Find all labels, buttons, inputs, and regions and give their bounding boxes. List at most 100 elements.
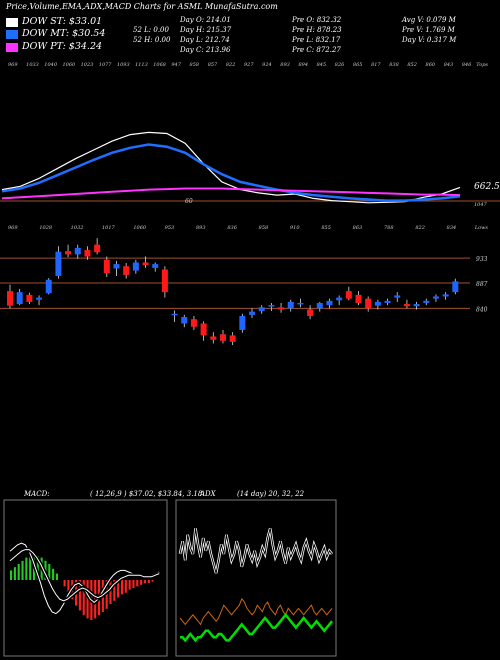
macd-histogram-bar: [52, 568, 55, 580]
macd-histogram-bar: [140, 580, 143, 585]
candle: [365, 296, 372, 312]
ema-top-label: 826: [335, 62, 345, 68]
macd-histogram-bar: [143, 580, 146, 584]
candle: [336, 295, 343, 306]
candle-body: [74, 247, 81, 255]
ema-top-label: 838: [389, 62, 399, 68]
stat-day-low: Day L: 212.74: [180, 36, 230, 44]
candle-body: [355, 294, 362, 303]
adx-params: (14 day) 20, 32, 22: [237, 490, 305, 498]
candle: [423, 298, 430, 306]
ema-bottom-label: 60: [185, 198, 193, 205]
candle-body: [336, 297, 343, 301]
macd-signal-line: [9, 549, 160, 602]
candle: [239, 313, 246, 333]
macd-histogram-bar: [78, 580, 81, 611]
candle-body: [132, 262, 139, 271]
ema-top-label: 924: [262, 62, 272, 68]
price-level-label: 887: [476, 281, 488, 288]
candle: [36, 295, 43, 306]
candle: [142, 256, 149, 268]
stat-day-high: Day H: 215.37: [180, 26, 232, 34]
ema-line-pt: [1, 187, 461, 200]
adx-plus-di-line: [179, 528, 333, 574]
ema-line-st: [1, 131, 461, 204]
candle-body: [374, 301, 381, 306]
candle-top-label: 822: [415, 225, 425, 231]
candle: [190, 315, 197, 330]
candle: [113, 260, 120, 276]
candle: [65, 244, 72, 258]
candle-body: [171, 313, 178, 316]
macd-histogram-bar: [21, 560, 24, 580]
macd-histogram-bar: [82, 580, 85, 616]
candle-body: [326, 300, 333, 306]
candle: [316, 301, 323, 312]
ema-top-label: 852: [407, 62, 417, 68]
macd-params: ( 12,26,9 ) $37.02, $33.84, 3.18: [90, 490, 203, 498]
legend-swatch-pt: [6, 43, 18, 52]
candle-body: [384, 300, 391, 303]
stat-day-volume: Day V: 0.317 M: [402, 36, 457, 44]
candle: [84, 246, 91, 260]
candle-body: [365, 298, 372, 309]
ema-top-label: 894: [298, 62, 308, 68]
candle: [442, 292, 449, 300]
candle-body: [394, 295, 401, 298]
ema-bottom-right-label: 1047: [474, 202, 488, 208]
ema-corner-label: Tops: [476, 62, 488, 68]
candle-top-label: 834: [447, 225, 457, 231]
ema-top-label: 1093: [117, 62, 130, 68]
candle: [249, 308, 256, 319]
candle-top-label: 893: [196, 225, 206, 231]
candle-body: [45, 279, 52, 294]
macd-histogram-bar: [132, 580, 135, 588]
ema-top-label: 1023: [81, 62, 94, 68]
candle-body: [452, 281, 459, 293]
price-level-label: 840: [476, 306, 488, 313]
macd-histogram-bar: [124, 580, 127, 593]
candle-body: [403, 304, 410, 307]
legend-swatch-st: [6, 18, 18, 27]
candle-body: [423, 300, 430, 303]
candle-body: [36, 297, 43, 300]
ema-top-label: 927: [244, 62, 254, 68]
candle-corner-label: Lows: [474, 225, 489, 231]
macd-label: MACD:: [23, 490, 50, 498]
candle: [297, 298, 304, 308]
chart-title: Price,Volume,EMA,ADX,MACD Charts for ASM…: [6, 2, 278, 11]
candle-top-label: 1032: [71, 225, 84, 231]
candle: [355, 291, 362, 306]
candle-body: [142, 262, 149, 266]
ema-top-label: 1077: [99, 62, 113, 68]
candle-body: [432, 296, 439, 299]
macd-histogram-bar: [67, 580, 70, 593]
macd-histogram-bar: [128, 580, 131, 590]
candle-body: [94, 244, 101, 253]
candle: [171, 310, 178, 322]
ema-line-mt: [1, 143, 461, 202]
ema-top-label: 843: [444, 62, 454, 68]
candle-body: [268, 305, 275, 307]
ema-top-label: 1068: [153, 62, 166, 68]
candle-top-label: 855: [321, 225, 331, 231]
stat-avg-volume: Avg V: 0.079 M: [402, 16, 456, 24]
candle-body: [345, 291, 352, 299]
candle-body: [249, 311, 256, 315]
macd-plot: [8, 541, 160, 620]
candle-body: [16, 292, 23, 305]
ema-top-label: 893: [280, 62, 290, 68]
stat-day-close: Day C: 213.96: [180, 46, 231, 54]
price-levels: 933 887 840: [0, 256, 488, 313]
candle-body: [278, 307, 285, 310]
candle-top-label: 788: [384, 225, 394, 231]
candle-body: [307, 309, 314, 316]
ema-top-labels: 969 1033 1040 1060 1023 1077 1093 1113 1068 947 85…: [8, 62, 472, 68]
candle-top-label: 969: [8, 225, 18, 231]
ema-lines: [1, 131, 461, 204]
ema-top-label: 860: [426, 62, 436, 68]
macd-histogram-bar: [48, 564, 51, 580]
candle: [374, 299, 381, 310]
candle: [432, 294, 439, 302]
macd-histogram-bar: [63, 580, 66, 587]
